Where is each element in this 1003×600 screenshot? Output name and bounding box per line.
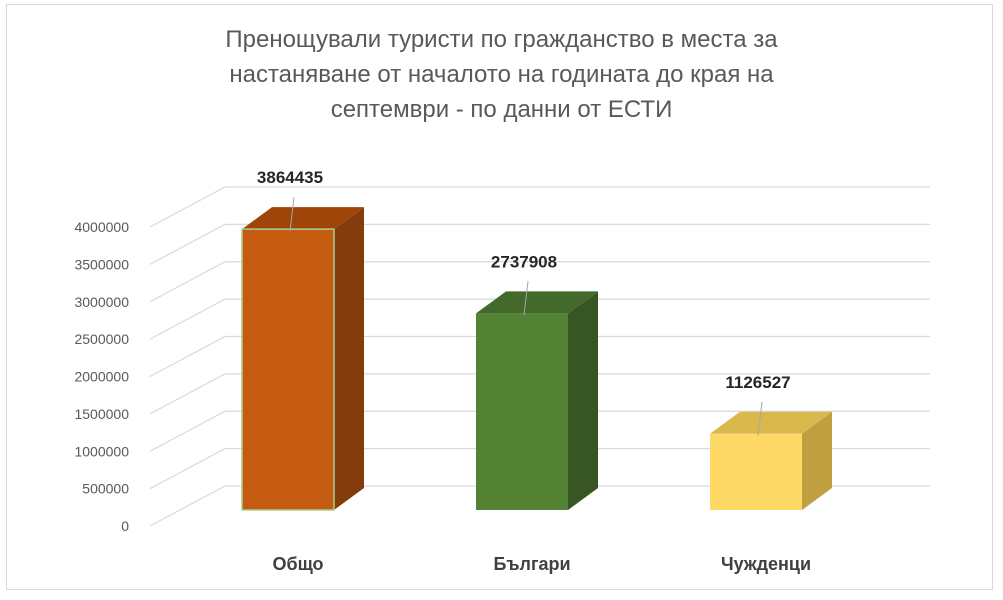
bar-top (476, 291, 598, 314)
y-tick-label: 4000000 (74, 219, 129, 235)
y-tick-label: 500000 (82, 481, 129, 497)
y-tick-label: 2500000 (74, 331, 129, 347)
bar-side (802, 411, 832, 510)
data-label-leader (289, 197, 295, 232)
y-tick-label: 1500000 (74, 406, 129, 422)
x-axis-category-labels: Общо Българи Чужденци (272, 554, 811, 574)
chart-title: Пренощували туристи по гражданство в мес… (0, 22, 1003, 127)
gridline (149, 485, 930, 527)
gridline (149, 298, 930, 340)
data-label: 3864435 (257, 168, 323, 187)
y-tick-label: 2000000 (74, 369, 129, 385)
gridline (149, 448, 930, 490)
gridline (149, 261, 930, 303)
bar-2 (476, 291, 598, 510)
bar-3 (710, 411, 832, 510)
data-label-leader (523, 281, 529, 316)
y-axis-tick-labels: 0 500000 1000000 1500000 2000000 2500000 30000… (74, 219, 129, 534)
data-label-leaders (289, 197, 763, 436)
chart-title-line-2: настаняване от началото на годината до к… (229, 61, 774, 88)
bar-top (710, 411, 832, 434)
data-label: 2737908 (491, 252, 557, 271)
gridline (149, 186, 930, 228)
chart-title-line-3: септември - по данни от ЕСТИ (330, 96, 673, 123)
category-label: Чужденци (721, 554, 811, 574)
gridline (149, 335, 930, 378)
data-labels: 3864435 2737908 1126527 (257, 168, 791, 392)
chart-title-line-1: Пренощували туристи по гражданство в мес… (225, 26, 778, 53)
bar-side (334, 207, 364, 510)
y-tick-label: 1000000 (74, 443, 129, 459)
gridlines (149, 186, 930, 527)
y-tick-label: 0 (121, 518, 129, 534)
gridline (149, 410, 930, 452)
bar-top (242, 207, 364, 230)
bar-front (241, 228, 335, 511)
bars (241, 207, 832, 511)
bar-front (710, 433, 802, 510)
bar-front (476, 313, 568, 510)
category-label: Българи (493, 554, 570, 574)
bar-side (568, 291, 598, 510)
category-label: Общо (272, 554, 323, 574)
gridline (149, 373, 930, 415)
data-label-leader (757, 401, 763, 436)
y-tick-label: 3000000 (74, 294, 129, 310)
bar-1 (241, 207, 364, 511)
gridline (149, 223, 930, 265)
y-tick-label: 3500000 (74, 256, 129, 272)
data-label: 1126527 (725, 373, 790, 392)
